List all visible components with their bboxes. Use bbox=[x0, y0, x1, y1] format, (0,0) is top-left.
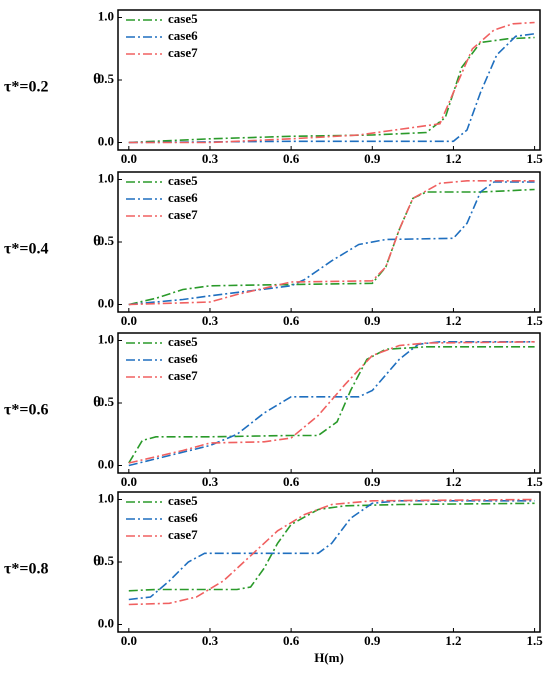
x-tick-label: 0.6 bbox=[283, 313, 300, 328]
y-tick-label: 0.5 bbox=[98, 71, 115, 86]
x-tick-label: 1.5 bbox=[526, 474, 543, 489]
data-line bbox=[128, 180, 535, 306]
legend-label: case7 bbox=[168, 527, 198, 542]
legend-label: case7 bbox=[168, 368, 198, 383]
x-tick-label: 0.0 bbox=[121, 151, 137, 166]
x-tick-label: 0.6 bbox=[283, 474, 300, 489]
y-tick-label: 0.5 bbox=[98, 553, 115, 568]
x-tick-label: 0.9 bbox=[364, 151, 381, 166]
y-axis-label: θ bbox=[93, 233, 101, 249]
y-tick-label: 1.0 bbox=[98, 170, 114, 185]
x-tick-label: 0.6 bbox=[283, 151, 300, 166]
x-tick-label: 0.9 bbox=[364, 313, 381, 328]
x-tick-label: 0.0 bbox=[121, 633, 137, 648]
y-tick-label: 1.0 bbox=[98, 490, 114, 505]
legend-label: case7 bbox=[168, 207, 198, 222]
x-tick-label: 1.5 bbox=[526, 633, 543, 648]
y-tick-label: 0.0 bbox=[98, 456, 114, 471]
data-line bbox=[128, 341, 535, 464]
legend-label: case7 bbox=[168, 45, 198, 60]
legend-label: case5 bbox=[168, 334, 198, 349]
y-tick-label: 0.0 bbox=[98, 133, 114, 148]
x-tick-label: 0.9 bbox=[364, 474, 381, 489]
x-tick-label: 1.5 bbox=[526, 313, 543, 328]
x-tick-label: 0.3 bbox=[202, 633, 219, 648]
legend-label: case6 bbox=[168, 190, 198, 205]
data-line bbox=[128, 500, 535, 601]
x-tick-label: 1.2 bbox=[445, 633, 461, 648]
x-tick-label: 0.6 bbox=[283, 633, 300, 648]
x-tick-label: 0.3 bbox=[202, 151, 219, 166]
y-tick-label: 0.5 bbox=[98, 394, 115, 409]
x-tick-label: 0.3 bbox=[202, 474, 219, 489]
x-tick-label: 0.3 bbox=[202, 313, 219, 328]
legend-label: case6 bbox=[168, 510, 198, 525]
data-line bbox=[128, 346, 535, 464]
x-tick-label: 0.0 bbox=[121, 313, 137, 328]
x-tick-label: 0.0 bbox=[121, 474, 137, 489]
legend-label: case5 bbox=[168, 11, 198, 26]
x-tick-label: 0.9 bbox=[364, 633, 381, 648]
data-line bbox=[128, 502, 535, 592]
y-axis-label: θ bbox=[93, 553, 101, 569]
panel-label: τ*=0.6 bbox=[4, 402, 49, 419]
panel-label: τ*=0.4 bbox=[4, 241, 49, 258]
legend-label: case5 bbox=[168, 493, 198, 508]
y-axis-label: θ bbox=[93, 71, 101, 87]
y-tick-label: 1.0 bbox=[98, 331, 114, 346]
y-tick-label: 0.0 bbox=[98, 615, 114, 630]
data-line bbox=[128, 21, 535, 144]
data-line bbox=[128, 341, 535, 467]
y-axis-label: θ bbox=[93, 394, 101, 410]
panel-label: τ*=0.8 bbox=[4, 561, 49, 578]
data-line bbox=[128, 33, 535, 144]
panel-label: τ*=0.2 bbox=[4, 79, 49, 96]
legend-label: case6 bbox=[168, 351, 198, 366]
data-line bbox=[128, 181, 535, 306]
data-line bbox=[128, 188, 535, 306]
y-tick-label: 1.0 bbox=[98, 8, 114, 23]
data-line bbox=[128, 498, 535, 606]
y-tick-label: 0.0 bbox=[98, 295, 114, 310]
x-tick-label: 1.2 bbox=[445, 313, 461, 328]
x-tick-label: 1.5 bbox=[526, 151, 543, 166]
legend-label: case6 bbox=[168, 28, 198, 43]
x-tick-label: 1.2 bbox=[445, 474, 461, 489]
x-axis-label: H(m) bbox=[314, 650, 344, 665]
legend-label: case5 bbox=[168, 173, 198, 188]
x-tick-label: 1.2 bbox=[445, 151, 461, 166]
y-tick-label: 0.5 bbox=[98, 233, 115, 248]
